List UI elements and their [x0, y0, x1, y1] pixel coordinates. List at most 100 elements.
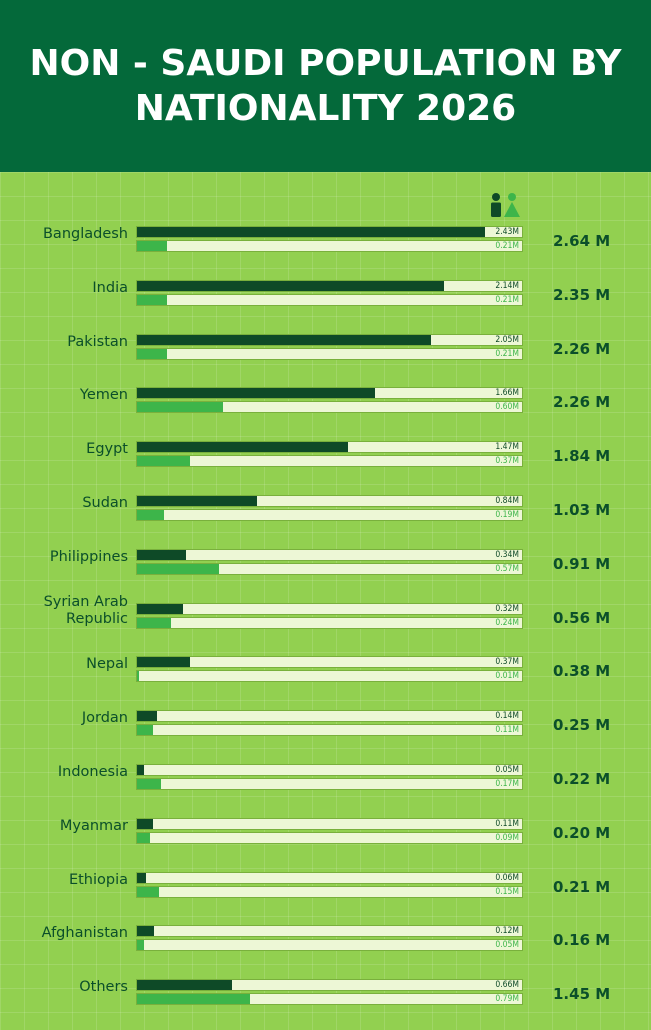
female-bar — [137, 295, 168, 305]
male-bar-track: 0.12M — [136, 925, 523, 937]
total-label: 2.35 M — [553, 286, 611, 304]
category-label: Yemen — [79, 387, 128, 403]
chart-row: Myanmar 0.11M 0.09M 0.20 M — [0, 818, 651, 846]
male-bar-track: 0.06M — [136, 872, 523, 884]
male-bar — [137, 980, 232, 990]
category-label: Jordan — [81, 710, 128, 726]
female-bar-track: 0.24M — [136, 617, 523, 629]
male-bar — [137, 657, 191, 667]
female-value-label: 0.21M — [495, 241, 519, 251]
male-value-label: 0.14M — [495, 711, 519, 721]
category-label: Pakistan — [67, 334, 128, 350]
female-value-label: 0.21M — [495, 295, 519, 305]
female-bar-track: 0.05M — [136, 939, 523, 951]
male-bar-track: 0.37M — [136, 656, 523, 668]
female-bar-track: 0.09M — [136, 832, 523, 844]
male-value-label: 2.05M — [495, 335, 519, 345]
chart-title: NON - SAUDI POPULATION BY NATIONALITY 20… — [29, 43, 622, 129]
female-bar — [137, 887, 159, 897]
female-bar — [137, 940, 145, 950]
female-value-label: 0.11M — [495, 725, 519, 735]
female-value-label: 0.21M — [495, 349, 519, 359]
female-value-label: 0.05M — [495, 940, 519, 950]
chart-row: Jordan 0.14M 0.11M 0.25 M — [0, 710, 651, 738]
female-bar-track: 0.15M — [136, 886, 523, 898]
category-label: Ethiopia — [68, 872, 128, 888]
total-label: 2.64 M — [553, 232, 611, 250]
total-label: 1.03 M — [553, 501, 611, 519]
category-label: Afghanistan — [41, 925, 128, 941]
total-label: 2.26 M — [553, 393, 611, 411]
female-value-label: 0.09M — [495, 833, 519, 843]
male-bar-track: 1.66M — [136, 387, 523, 399]
female-person-icon — [504, 193, 520, 217]
chart-row: Ethiopia 0.06M 0.15M 0.21 M — [0, 872, 651, 900]
female-bar — [137, 618, 172, 628]
female-bar — [137, 402, 223, 412]
male-bar-track: 0.32M — [136, 603, 523, 615]
female-value-label: 0.79M — [495, 994, 519, 1004]
chart-row: Nepal 0.37M 0.01M 0.38 M — [0, 656, 651, 684]
male-bar-track: 2.14M — [136, 280, 523, 292]
female-bar-track: 0.11M — [136, 724, 523, 736]
category-label: Myanmar — [59, 818, 128, 834]
female-bar — [137, 725, 153, 735]
female-bar-track: 0.21M — [136, 240, 523, 252]
chart-row: Syrian Arab Republic 0.32M 0.24M 0.56 M — [0, 594, 651, 631]
male-bar-track: 1.47M — [136, 441, 523, 453]
chart-row: Others 0.66M 0.79M 1.45 M — [0, 979, 651, 1007]
female-bar — [137, 994, 251, 1004]
category-label: Egypt — [86, 441, 128, 457]
male-value-label: 0.84M — [495, 496, 519, 506]
total-label: 2.26 M — [553, 340, 611, 358]
female-bar-track: 0.79M — [136, 993, 523, 1005]
category-label: India — [92, 280, 128, 296]
chart-row: Pakistan 2.05M 0.21M 2.26 M — [0, 334, 651, 362]
male-value-label: 2.43M — [495, 227, 519, 237]
male-bar — [137, 926, 155, 936]
male-bar-track: 0.05M — [136, 764, 523, 776]
female-bar — [137, 456, 191, 466]
chart-panel — [0, 172, 651, 1030]
male-value-label: 1.66M — [495, 388, 519, 398]
female-bar-track: 0.60M — [136, 401, 523, 413]
female-bar-track: 0.37M — [136, 455, 523, 467]
male-bar — [137, 873, 146, 883]
category-label: Indonesia — [57, 764, 128, 780]
male-bar — [137, 765, 145, 775]
female-bar-track: 0.19M — [136, 509, 523, 521]
male-value-label: 0.66M — [495, 980, 519, 990]
category-label: Nepal — [86, 656, 128, 672]
female-bar — [137, 241, 168, 251]
total-label: 0.20 M — [553, 824, 611, 842]
male-value-label: 0.11M — [495, 819, 519, 829]
female-value-label: 0.57M — [495, 564, 519, 574]
chart-row: India 2.14M 0.21M 2.35 M — [0, 280, 651, 308]
male-value-label: 0.37M — [495, 657, 519, 667]
male-value-label: 0.32M — [495, 604, 519, 614]
male-bar-track: 0.11M — [136, 818, 523, 830]
chart-row: Afghanistan 0.12M 0.05M 0.16 M — [0, 925, 651, 953]
male-bar — [137, 819, 153, 829]
female-value-label: 0.24M — [495, 618, 519, 628]
chart-row: Philippines 0.34M 0.57M 0.91 M — [0, 549, 651, 577]
male-value-label: 0.06M — [495, 873, 519, 883]
chart-row: Egypt 1.47M 0.37M 1.84 M — [0, 441, 651, 469]
female-bar — [137, 671, 139, 681]
female-bar — [137, 779, 162, 789]
female-bar-track: 0.17M — [136, 778, 523, 790]
male-bar — [137, 335, 431, 345]
female-value-label: 0.15M — [495, 887, 519, 897]
total-label: 0.16 M — [553, 931, 611, 949]
male-bar — [137, 496, 258, 506]
total-label: 0.38 M — [553, 662, 611, 680]
female-bar-track: 0.21M — [136, 348, 523, 360]
total-label: 0.25 M — [553, 716, 611, 734]
male-bar-track: 0.34M — [136, 549, 523, 561]
total-label: 0.91 M — [553, 555, 611, 573]
chart-row: Indonesia 0.05M 0.17M 0.22 M — [0, 764, 651, 792]
category-label: Bangladesh — [42, 226, 128, 242]
female-bar-track: 0.01M — [136, 670, 523, 682]
male-value-label: 1.47M — [495, 442, 519, 452]
male-bar — [137, 442, 348, 452]
